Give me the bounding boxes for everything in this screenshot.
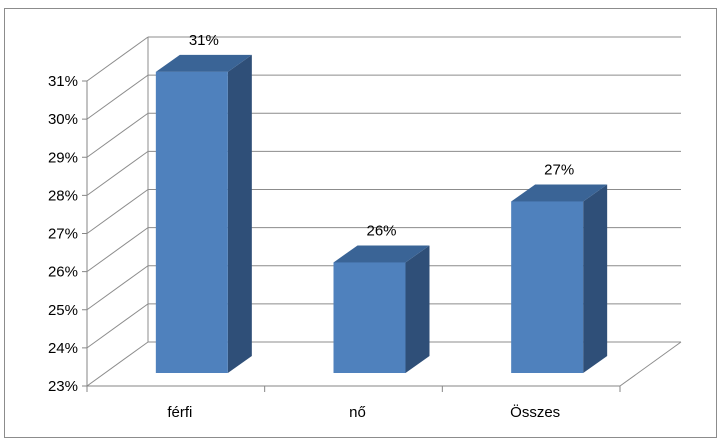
gridline-side: [86, 112, 149, 158]
y-tick-label: 24%: [48, 340, 78, 357]
bar: [511, 201, 584, 373]
bar-side: [405, 245, 430, 373]
data-label: 26%: [366, 222, 396, 239]
bar-side: [227, 54, 252, 373]
y-tick-label: 26%: [48, 264, 78, 281]
data-labels: 31% 26% 27%: [189, 32, 574, 240]
floor-right-edge: [619, 341, 682, 387]
y-tick-label: 27%: [48, 226, 78, 243]
bar-top: [333, 245, 430, 263]
bar: [155, 71, 228, 373]
y-tick-label: 23%: [48, 378, 78, 395]
gridline-side: [86, 150, 149, 196]
gridline-side: [86, 74, 149, 120]
x-tick-label: nő: [349, 404, 366, 421]
y-tick-label: 29%: [48, 149, 78, 166]
bar-top: [511, 184, 608, 202]
gridline-side: [86, 227, 149, 273]
x-tick-label: férfi: [167, 404, 192, 421]
gridline-side: [86, 341, 149, 387]
bars: [155, 54, 608, 373]
gridline-side: [86, 303, 149, 349]
gridline-side: [86, 189, 149, 234]
bar: [333, 262, 406, 373]
y-axis-ticks: 23% 24% 25% 26% 27% 28% 29% 30% 31%: [48, 73, 87, 395]
data-label: 31%: [189, 32, 219, 49]
bar-side: [583, 184, 608, 373]
x-axis-ticks: férfi nő Összes: [167, 403, 560, 421]
y-tick-label: 31%: [48, 73, 78, 90]
y-tick-label: 30%: [48, 111, 78, 128]
x-axis: [86, 385, 621, 392]
data-label: 27%: [544, 161, 574, 178]
gridline-side: [86, 265, 149, 311]
y-tick-label: 25%: [48, 302, 78, 319]
gridline-side: [86, 36, 149, 82]
y-tick-label: 28%: [48, 187, 78, 204]
x-tick-label: Összes: [510, 403, 560, 421]
bar-top: [155, 54, 252, 72]
